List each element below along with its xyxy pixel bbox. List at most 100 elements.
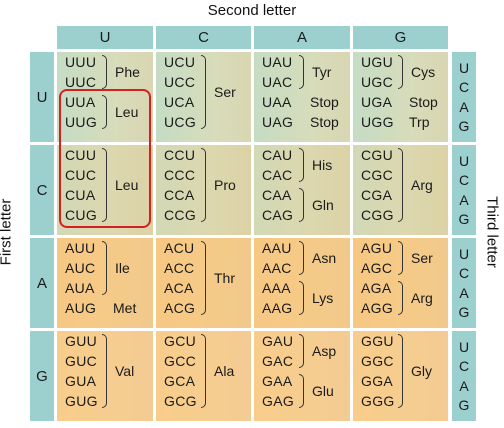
amino-acid-label: Tyr (312, 64, 332, 80)
amino-acid-brace (102, 241, 107, 295)
codon: UAA (262, 94, 292, 110)
amino-acid-label: Gln (312, 197, 334, 213)
codon: UUU (65, 54, 97, 70)
codon: GGC (361, 353, 394, 369)
codon: CGG (361, 207, 394, 223)
amino-acid-brace (398, 55, 403, 89)
amino-acid-label: Stop (310, 114, 339, 130)
amino-acid-label: Ser (214, 84, 236, 100)
codon: UCA (164, 94, 195, 110)
amino-acid-label: Ile (115, 260, 130, 276)
third-letter: C (458, 358, 470, 375)
codon: UGG (361, 114, 394, 130)
codon: AAG (262, 300, 293, 316)
codon-cell: CUU CUC CUA CUG Leu (57, 145, 153, 235)
codon: AGA (361, 280, 392, 296)
amino-acid-brace (299, 55, 304, 89)
first-letter-header: A (30, 238, 54, 328)
codon: CUC (65, 167, 97, 183)
codon: UUA (65, 94, 96, 110)
amino-acid-brace (398, 334, 403, 408)
codon: AGG (361, 300, 394, 316)
codon-cell: UCU UCC UCA UCG Ser (156, 52, 251, 142)
amino-acid-label: Val (115, 363, 135, 379)
codon: CAC (262, 167, 293, 183)
codon: UAC (262, 74, 293, 90)
codon: GGG (361, 393, 395, 409)
first-letter-header: C (30, 145, 54, 235)
codon: GUU (65, 333, 98, 349)
amino-acid-brace (299, 281, 304, 315)
amino-acid-label: Cys (411, 64, 436, 80)
amino-acid-brace (201, 241, 206, 315)
codon-cell: GGU GGC GGA GGG Gly (353, 331, 448, 421)
codon: GGU (361, 333, 394, 349)
amino-acid-brace (201, 148, 206, 222)
codon: CAG (262, 207, 294, 223)
amino-acid-label: Lys (312, 290, 334, 306)
codon-cell: GCU GCC GCA GCG Ala (156, 331, 251, 421)
codon-cell: ACU ACC ACA ACG Thr (156, 238, 251, 328)
codon: UUG (65, 114, 98, 130)
codon-cell: CGU CGC CGA CGG Arg (353, 145, 448, 235)
amino-acid-brace (299, 188, 304, 222)
first-letter-header: U (30, 52, 54, 142)
codon: AAA (262, 280, 291, 296)
amino-acid-brace (102, 334, 107, 408)
codon: ACU (164, 240, 195, 256)
amino-acid-brace (299, 148, 304, 182)
codon: GAG (262, 393, 295, 409)
codon-cell: CCU CCC CCA CCG Pro (156, 145, 251, 235)
amino-acid-brace (398, 281, 403, 315)
second-letter-header: U (57, 26, 153, 49)
amino-acid-label: Asp (312, 343, 337, 359)
codon: GAA (262, 373, 293, 389)
codon: UCC (164, 74, 196, 90)
codon: UGC (361, 74, 394, 90)
codon-cell: GAU GAC GAA GAG Asp Glu (254, 331, 350, 421)
third-letter: U (458, 245, 470, 262)
codon: UAU (262, 54, 293, 70)
codon: GGA (361, 373, 394, 389)
second-letter-header: C (156, 26, 251, 49)
codon: GUA (65, 373, 97, 389)
codon: ACC (164, 260, 195, 276)
codon-cell: AGU AGC AGA AGG Ser Arg (353, 238, 448, 328)
amino-acid-label: Gly (411, 363, 432, 379)
amino-acid-label: Ser (411, 250, 433, 266)
codon: UCU (164, 54, 196, 70)
amino-acid-label: Phe (115, 64, 140, 80)
third-letter: U (458, 338, 470, 355)
third-letter: U (458, 152, 470, 169)
codon: GAC (262, 353, 294, 369)
third-letter: G (458, 397, 470, 414)
codon: AUG (65, 300, 97, 316)
amino-acid-brace (201, 334, 206, 408)
codon: CCA (164, 187, 195, 203)
codon: GAU (262, 333, 294, 349)
codon: GCG (164, 393, 197, 409)
first-letter-header: G (30, 331, 54, 421)
codon-cell: UGU UGC UGA UGG Cys Stop Trp (353, 52, 448, 142)
codon-cell: AUU AUC AUA AUG Ile Met (57, 238, 153, 328)
amino-acid-label: His (312, 157, 333, 173)
codon: UAG (262, 114, 294, 130)
codon: GCC (164, 353, 197, 369)
amino-acid-label: Stop (310, 94, 339, 110)
leu-highlight-box (59, 89, 151, 228)
amino-acid-label: Trp (409, 114, 430, 130)
third-letter: A (459, 284, 469, 301)
amino-acid-label: Glu (312, 383, 334, 399)
second-letter-title: Second letter (207, 2, 297, 19)
codon: UGA (361, 94, 393, 110)
codon: AGC (361, 260, 393, 276)
codon-cell: UUU UUC UUA UUG Phe Leu (57, 52, 153, 142)
amino-acid-label: Leu (115, 104, 139, 120)
codon: UGU (361, 54, 394, 70)
codon: UUC (65, 74, 97, 90)
codon: CAU (262, 147, 293, 163)
codon: CCG (164, 207, 197, 223)
